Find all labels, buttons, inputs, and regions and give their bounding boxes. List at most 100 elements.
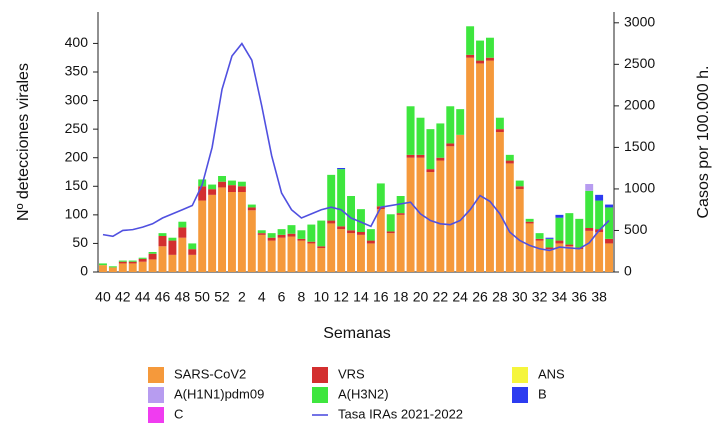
bar-segment — [208, 184, 217, 190]
y2-tick-label: 3000 — [624, 14, 655, 30]
y-tick-label: 150 — [65, 177, 89, 193]
y2-tick-label: 500 — [624, 221, 648, 237]
x-tick-label: 6 — [278, 289, 286, 305]
bar-segment — [347, 196, 356, 231]
bar-segment — [148, 253, 157, 260]
bar-segment — [347, 233, 356, 272]
bar-segment — [267, 240, 276, 272]
bar-segment — [485, 60, 494, 273]
bar-segment — [208, 194, 217, 272]
bar-segment — [267, 233, 276, 238]
bar-segment — [575, 218, 584, 248]
bar-segment — [456, 109, 465, 135]
x-tick-label: 10 — [313, 289, 329, 305]
bar-segment — [525, 218, 534, 222]
bar-segment — [495, 117, 504, 130]
x-tick-label: 46 — [155, 289, 171, 305]
y-tick-label: 200 — [65, 148, 89, 164]
x-tick-label: 32 — [532, 289, 548, 305]
y2-tick-label: 2000 — [624, 97, 655, 113]
bar-segment — [436, 123, 445, 158]
bar-segment — [555, 217, 564, 241]
bar-segment — [426, 129, 435, 170]
bar-segment — [565, 213, 574, 245]
bar-segment — [466, 57, 475, 272]
bar-segment — [545, 249, 554, 272]
bar-segment — [198, 200, 207, 272]
bar-segment — [307, 224, 316, 242]
bar-segment — [555, 243, 564, 272]
y-tick-label: 100 — [65, 206, 89, 222]
bar-segment — [277, 229, 286, 235]
bar-segment — [605, 207, 614, 239]
bar-segment — [505, 160, 514, 164]
bar-segment — [317, 246, 326, 248]
legend-label: A(H1N1)pdm09 — [174, 386, 264, 401]
x-tick-label: 12 — [333, 289, 349, 305]
bar-segment — [535, 238, 544, 241]
bar-segment — [585, 228, 594, 231]
bar-segment — [317, 248, 326, 272]
bar-segment — [98, 265, 107, 272]
bar-segment — [307, 243, 316, 272]
bar-segment — [485, 57, 494, 61]
bar-segment — [446, 106, 455, 144]
bar-segment — [108, 267, 117, 272]
bar-segment — [416, 157, 425, 272]
bar-segment — [595, 232, 604, 272]
bar-segment — [188, 243, 197, 250]
bar-segment — [218, 176, 227, 182]
bar-segment — [247, 204, 256, 208]
x-tick-label: 8 — [298, 289, 306, 305]
bar-segment — [247, 207, 256, 211]
bar-segment — [178, 237, 187, 272]
bar-segment — [605, 238, 614, 244]
x-tick-label: 30 — [512, 289, 528, 305]
bar-segment — [98, 263, 107, 266]
bar-segment — [436, 157, 445, 161]
bar-segment — [227, 180, 236, 186]
bar-segment — [416, 117, 425, 155]
legend-label: C — [174, 406, 183, 421]
line-series — [102, 42, 610, 252]
bar-segment — [198, 186, 207, 201]
bar-segment — [188, 249, 197, 255]
bar-segment — [565, 244, 574, 247]
legend-label: ANS — [538, 366, 565, 381]
bar-segment — [386, 233, 395, 272]
bar-segment — [317, 220, 326, 247]
bar-segment — [277, 237, 286, 272]
bar-segment — [436, 160, 445, 272]
bar-segment — [148, 259, 157, 272]
bar-segment — [158, 233, 167, 236]
bar-segment — [535, 240, 544, 272]
bar-segment — [555, 214, 564, 218]
y2-tick-label: 1500 — [624, 138, 655, 154]
bar-segment — [505, 154, 514, 161]
x-tick-label: 24 — [452, 289, 468, 305]
bar-segment — [337, 168, 346, 170]
x-tick-label: 2 — [238, 289, 246, 305]
bar-segment — [376, 209, 385, 272]
y2-axis-label: Casos por 100.000 h. — [695, 66, 712, 219]
bar-segment — [366, 229, 375, 241]
bar-segment — [426, 169, 435, 172]
bar-segment — [297, 238, 306, 241]
x-tick-label: 44 — [135, 289, 151, 305]
bar-segment — [456, 134, 465, 272]
legend-swatch — [312, 367, 328, 383]
bar-segment — [595, 194, 604, 201]
bar-segment — [307, 241, 316, 244]
x-tick-label: 20 — [413, 289, 429, 305]
bar-segment — [605, 243, 614, 272]
bar-segment — [337, 229, 346, 272]
bar-segment — [108, 266, 117, 268]
bar-segment — [118, 261, 127, 264]
bar-segment — [118, 260, 127, 262]
bar-segment — [416, 154, 425, 158]
bar-segment — [565, 246, 574, 272]
legend-swatch — [312, 387, 328, 403]
x-tick-label: 50 — [194, 289, 210, 305]
bar-segment — [287, 236, 296, 272]
bar-segment — [446, 143, 455, 147]
